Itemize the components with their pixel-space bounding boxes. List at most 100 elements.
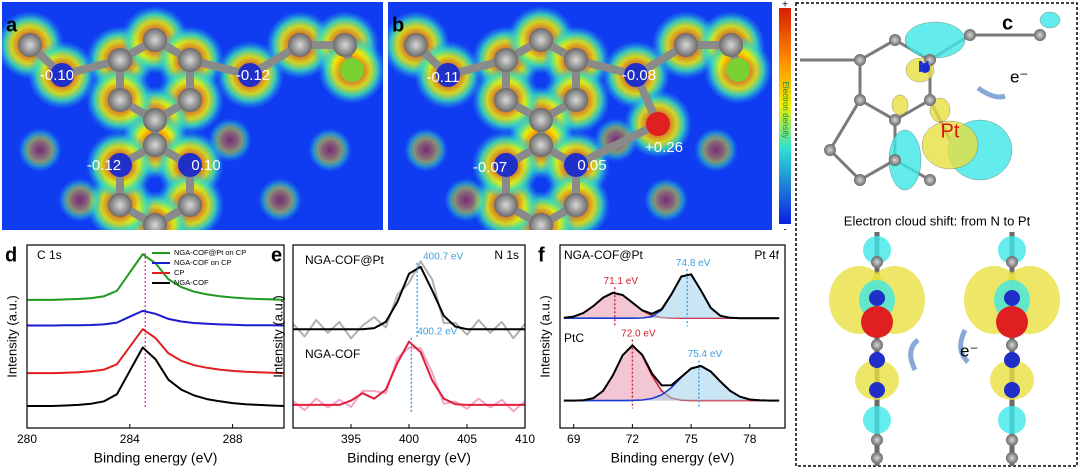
spectrum-line xyxy=(27,346,284,407)
electron-label: e⁻ xyxy=(960,341,978,360)
atom xyxy=(564,193,588,217)
atom xyxy=(861,306,893,338)
atom xyxy=(143,108,167,132)
bond xyxy=(859,98,896,122)
shift-arrow xyxy=(976,85,1006,100)
atom xyxy=(564,48,588,72)
peak-label: 400.7 eV xyxy=(423,252,463,263)
atom-label: Pt xyxy=(941,120,960,142)
atom xyxy=(108,88,132,112)
component-area xyxy=(563,292,780,319)
y-axis-label: Intensity (a.u.) xyxy=(270,295,285,377)
legend-label: NGA-COF xyxy=(174,278,209,287)
x-tick-label: 69 xyxy=(567,432,581,446)
atom xyxy=(143,213,167,230)
atom xyxy=(1004,382,1020,398)
density-blob xyxy=(258,178,302,222)
panel-label: e xyxy=(271,244,282,266)
x-tick-label: 78 xyxy=(743,432,757,446)
atom xyxy=(1004,290,1020,306)
atom xyxy=(854,174,866,186)
electron-label: e⁻ xyxy=(1010,67,1028,86)
colorbar-max: + xyxy=(782,0,788,11)
plot-area xyxy=(563,269,780,409)
plot-frame xyxy=(292,244,526,429)
component-area xyxy=(563,366,780,401)
x-axis-label: Binding energy (eV) xyxy=(94,450,218,466)
colorbar xyxy=(779,8,791,224)
density-blob xyxy=(308,128,352,172)
charge-label: -0.11 xyxy=(426,69,459,86)
atom xyxy=(646,112,670,136)
spectrum-line xyxy=(27,253,284,301)
orbital-lobe xyxy=(891,94,909,116)
panel-label: a xyxy=(6,14,18,36)
charge-label: -0.12 xyxy=(236,67,270,84)
x-tick-label: 410 xyxy=(515,432,535,446)
atom xyxy=(1006,256,1018,268)
bond xyxy=(859,38,896,62)
caption: Electron cloud shift: from N to Pt xyxy=(844,213,1031,228)
atom xyxy=(108,48,132,72)
atom xyxy=(529,28,553,52)
plot-frame xyxy=(559,244,786,429)
panel-b: -0.11 -0.08 -0.07 0.05 +0.26 xyxy=(388,2,772,230)
x-tick-label: 280 xyxy=(17,432,37,446)
atom xyxy=(108,193,132,217)
orbital-lobe xyxy=(855,360,899,400)
atom xyxy=(871,339,883,351)
x-tick-label: 395 xyxy=(341,432,361,446)
x-tick-label: 284 xyxy=(120,432,140,446)
atom xyxy=(529,133,553,157)
atom xyxy=(726,58,750,82)
spectrum-line xyxy=(293,265,525,331)
plot-area xyxy=(293,260,525,413)
density-blob xyxy=(694,128,738,172)
atom xyxy=(889,114,901,126)
atom xyxy=(564,153,588,177)
panel-label: d xyxy=(5,244,17,266)
atom xyxy=(924,174,936,186)
orbital-lobe xyxy=(998,236,1026,264)
x-tick-label: 400 xyxy=(399,432,419,446)
atom xyxy=(333,33,357,57)
atom xyxy=(624,63,648,87)
atom xyxy=(924,54,936,66)
panel-label: b xyxy=(392,14,404,36)
peak-label: 71.1 eV xyxy=(604,276,639,287)
plot-area xyxy=(27,253,284,408)
atom xyxy=(494,88,518,112)
atom xyxy=(494,153,518,177)
bond xyxy=(828,148,862,182)
y-axis-label: Intensity (a.u.) xyxy=(537,295,552,377)
legend-label: NGA-COF on CP xyxy=(174,258,232,267)
atom xyxy=(143,133,167,157)
atom xyxy=(964,29,976,41)
peak-label: 74.8 eV xyxy=(676,258,711,269)
spectra: d C 1s Binding energy (eV) Intensity (a.u.)… xyxy=(4,244,786,466)
atom xyxy=(529,213,553,230)
atom xyxy=(178,88,202,112)
charge-label: -0.08 xyxy=(622,67,656,84)
charge-label: -0.10 xyxy=(40,67,74,84)
y-axis-label: Intensity (a.u.) xyxy=(4,295,19,377)
spectrum-line xyxy=(563,273,780,320)
atom xyxy=(494,48,518,72)
charge-label: -0.07 xyxy=(473,159,507,176)
charge-label: 0.10 xyxy=(191,157,220,174)
panel-c-frame xyxy=(795,2,1078,467)
atom xyxy=(564,88,588,112)
peak-label: 72.0 eV xyxy=(621,328,656,339)
x-tick-label: 72 xyxy=(626,432,640,446)
legend-label: NGA-COF@Pt on CP xyxy=(174,248,246,257)
chart-title: N 1s xyxy=(494,248,519,262)
x-tick-label: 75 xyxy=(684,432,698,446)
atom xyxy=(1034,29,1046,41)
density-blob xyxy=(18,128,62,172)
atom xyxy=(494,193,518,217)
spectrum-line xyxy=(27,309,284,327)
chart-title: Pt 4f xyxy=(754,248,779,262)
density-blob xyxy=(404,128,448,172)
